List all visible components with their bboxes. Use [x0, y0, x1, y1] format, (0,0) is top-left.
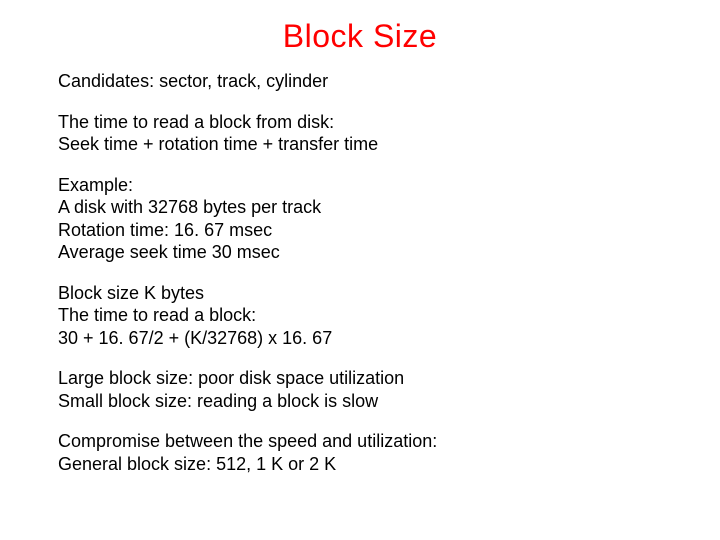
paragraph: Compromise between the speed and utiliza…: [58, 430, 660, 475]
text-line: Average seek time 30 msec: [58, 241, 660, 264]
text-line: Compromise between the speed and utiliza…: [58, 430, 660, 453]
text-line: Example:: [58, 174, 660, 197]
paragraph: The time to read a block from disk: Seek…: [58, 111, 660, 156]
text-line: A disk with 32768 bytes per track: [58, 196, 660, 219]
text-line: Small block size: reading a block is slo…: [58, 390, 660, 413]
slide-body: Candidates: sector, track, cylinder The …: [58, 70, 660, 475]
text-line: General block size: 512, 1 K or 2 K: [58, 453, 660, 476]
text-line: Rotation time: 16. 67 msec: [58, 219, 660, 242]
paragraph: Candidates: sector, track, cylinder: [58, 70, 660, 93]
text-line: Candidates: sector, track, cylinder: [58, 70, 660, 93]
slide-title: Block Size: [0, 18, 720, 55]
text-line: Large block size: poor disk space utiliz…: [58, 367, 660, 390]
slide: Block Size Candidates: sector, track, cy…: [0, 0, 720, 540]
text-line: Seek time + rotation time + transfer tim…: [58, 133, 660, 156]
text-line: Block size K bytes: [58, 282, 660, 305]
paragraph: Example: A disk with 32768 bytes per tra…: [58, 174, 660, 264]
text-line: The time to read a block from disk:: [58, 111, 660, 134]
paragraph: Large block size: poor disk space utiliz…: [58, 367, 660, 412]
paragraph: Block size K bytes The time to read a bl…: [58, 282, 660, 350]
text-line: 30 + 16. 67/2 + (K/32768) x 16. 67: [58, 327, 660, 350]
text-line: The time to read a block:: [58, 304, 660, 327]
